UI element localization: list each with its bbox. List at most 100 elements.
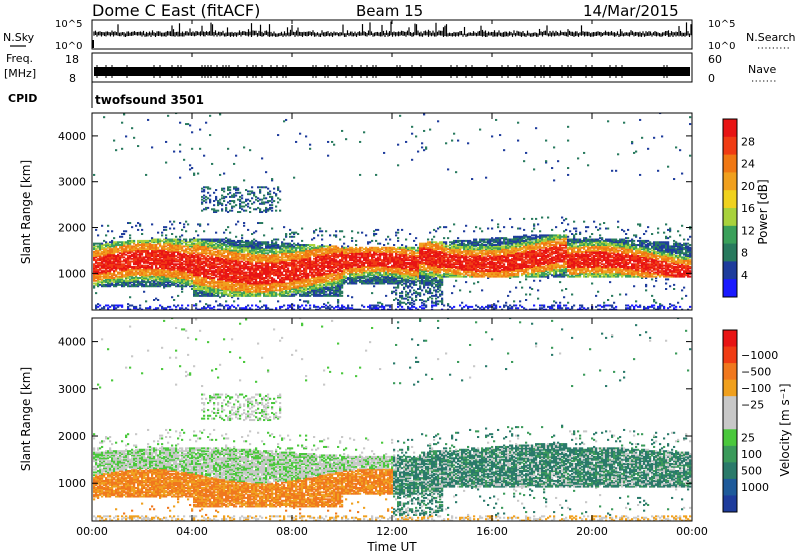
power-cell <box>181 282 184 285</box>
power-cell <box>97 272 100 275</box>
power-cell <box>229 261 232 264</box>
power-cell <box>315 259 318 262</box>
power-cell <box>217 283 220 286</box>
power-cell <box>97 279 100 282</box>
power-cell <box>139 264 142 267</box>
power-cell <box>281 282 284 285</box>
power-cell <box>213 200 216 203</box>
power-cell <box>323 286 326 289</box>
power-cell <box>235 259 238 262</box>
power-cell <box>113 139 116 142</box>
power-cell <box>255 239 258 242</box>
power-cell <box>165 248 168 251</box>
power-cell <box>161 270 164 273</box>
power-cell <box>121 271 124 274</box>
power-cell <box>113 307 116 310</box>
power-cell <box>255 293 258 296</box>
power-cell <box>221 275 224 278</box>
freq-tick-top: 18 <box>65 53 79 66</box>
power-cell <box>279 259 282 262</box>
power-cell <box>107 266 110 268</box>
power-cell <box>293 293 296 296</box>
power-cell <box>201 253 204 256</box>
power-cell <box>273 248 276 251</box>
power-cell <box>209 281 212 284</box>
power-cell <box>95 282 98 285</box>
power-cell <box>263 292 266 295</box>
power-cell <box>161 255 164 257</box>
power-cell <box>193 279 196 282</box>
power-cell <box>239 245 242 248</box>
power-cell <box>145 259 148 262</box>
power-cell <box>195 272 198 275</box>
power-cell <box>219 201 222 204</box>
power-cell <box>287 252 290 255</box>
power-cell <box>249 275 252 278</box>
power-cell <box>177 283 180 286</box>
power-cell <box>255 250 258 253</box>
power-cell <box>135 270 138 273</box>
power-cell <box>193 283 196 286</box>
power-cell <box>321 248 324 251</box>
power-cell <box>319 249 322 252</box>
power-cell <box>245 253 248 256</box>
power-cell <box>275 252 278 255</box>
power-cell <box>163 279 166 282</box>
power-cell <box>329 307 332 310</box>
power-cell <box>127 268 130 271</box>
power-cell <box>307 275 310 278</box>
power-cell <box>191 275 194 278</box>
power-cell <box>121 255 124 257</box>
power-cell <box>197 253 200 256</box>
power-cell <box>117 267 120 270</box>
power-cell <box>131 275 134 278</box>
power-cell <box>147 279 150 282</box>
power-cell <box>325 270 328 273</box>
power-cell <box>283 277 286 279</box>
power-cell <box>303 288 306 290</box>
power-cell <box>243 271 246 274</box>
power-cell <box>217 239 220 242</box>
power-cell <box>321 268 324 271</box>
power-cell <box>181 239 184 242</box>
power-cell <box>325 255 328 257</box>
power-cell <box>185 230 188 233</box>
power-cell <box>181 242 184 245</box>
power-cell <box>295 263 298 266</box>
power-cell <box>97 303 100 306</box>
power-cell <box>201 282 204 285</box>
power-cell <box>185 282 188 285</box>
power-cell <box>279 245 282 248</box>
power-cell <box>245 189 248 192</box>
power-cell <box>249 294 252 297</box>
power-cell <box>247 274 250 277</box>
power-cell <box>173 281 176 284</box>
power-cell <box>117 275 120 278</box>
power-cell <box>289 281 292 284</box>
power-cell <box>147 264 150 267</box>
power-cell <box>145 173 148 176</box>
power-cell <box>283 266 286 268</box>
power-cell <box>257 250 260 253</box>
power-cell <box>175 272 178 275</box>
power-cell <box>277 281 280 284</box>
power-cell <box>137 282 140 285</box>
power-cell <box>233 200 236 203</box>
power-cell <box>193 257 196 260</box>
power-cell <box>217 279 220 282</box>
power-cell <box>203 189 206 192</box>
power-cell <box>261 246 264 249</box>
power-cell <box>263 241 266 244</box>
power-cell <box>273 282 276 285</box>
power-cell <box>245 249 248 252</box>
power-cell <box>123 250 126 253</box>
power-cell <box>105 260 108 263</box>
power-cell <box>209 257 212 260</box>
power-cell <box>189 279 192 282</box>
power-cell <box>293 176 296 179</box>
power-cell <box>295 270 298 273</box>
power-cell <box>271 292 274 295</box>
power-cell <box>121 263 124 266</box>
power-cell <box>267 241 270 244</box>
power-cell <box>263 268 266 271</box>
